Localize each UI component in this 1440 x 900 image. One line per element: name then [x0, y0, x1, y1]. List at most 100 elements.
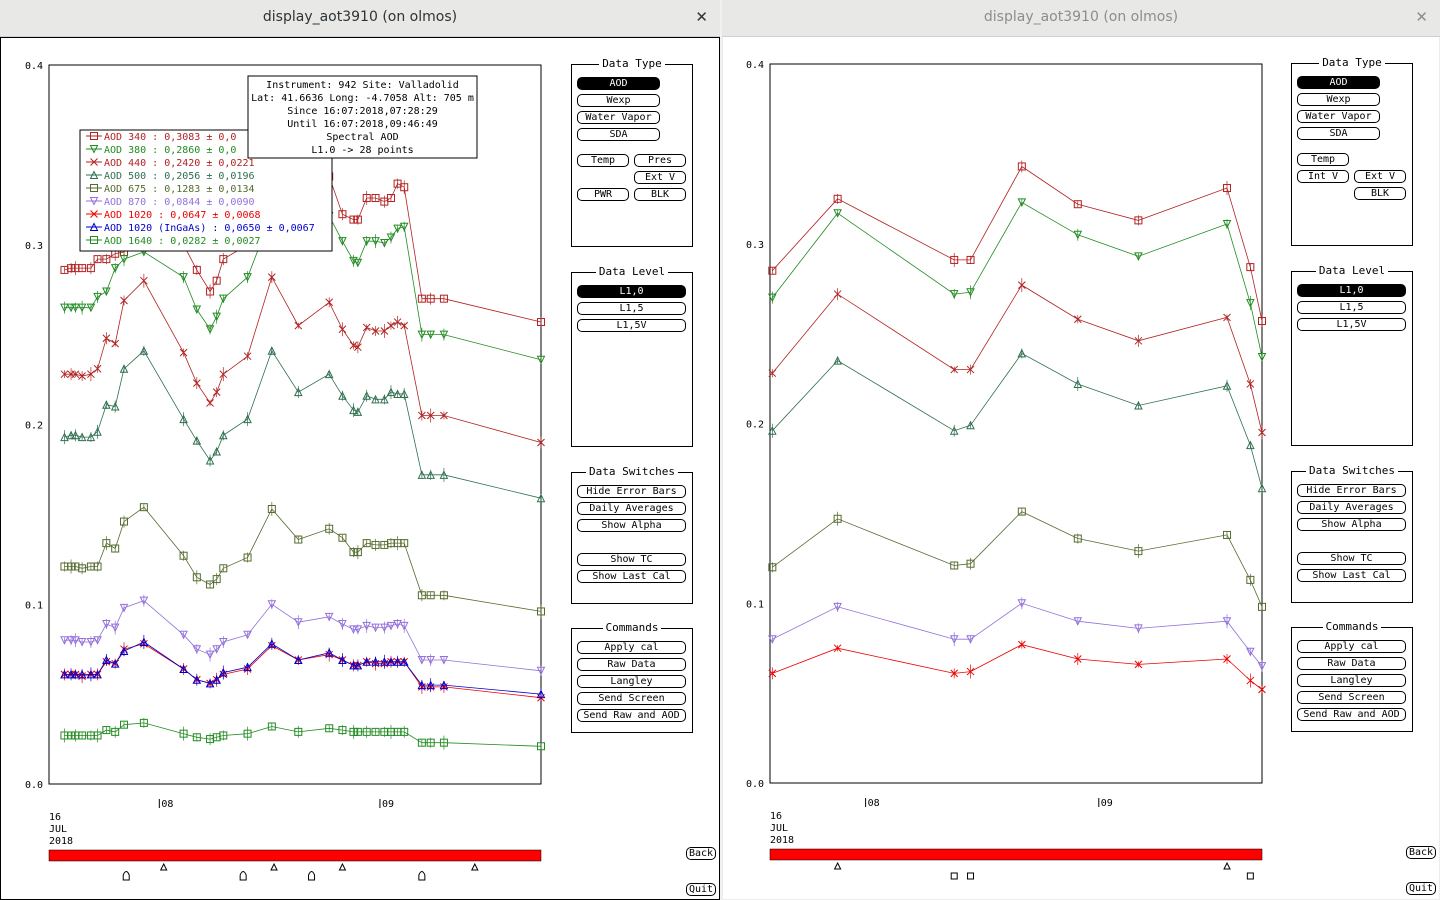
- data-point: [205, 650, 215, 660]
- data-point: [386, 194, 395, 203]
- show-last-cal-button[interactable]: Show Last Cal: [1297, 569, 1406, 582]
- data-point: [139, 503, 148, 512]
- langley-button[interactable]: Langley: [577, 675, 686, 688]
- data-point: [966, 255, 975, 264]
- data-point: [1073, 617, 1083, 626]
- show-last-cal-button[interactable]: Show Last Cal: [577, 570, 686, 583]
- data-point: [537, 607, 545, 616]
- window-title: display_aot3910 (on olmos): [983, 9, 1179, 25]
- send-raw-and-aod-button[interactable]: Send Raw and AOD: [577, 709, 686, 722]
- apply-cal-button[interactable]: Apply cal: [1297, 640, 1406, 653]
- sda-button[interactable]: SDA: [1297, 127, 1380, 140]
- data-point: [192, 265, 201, 274]
- back-button[interactable]: Back: [686, 847, 716, 860]
- data-point: [399, 621, 409, 631]
- data-point: [439, 680, 449, 690]
- data-point: [417, 680, 427, 690]
- data-point: [192, 379, 201, 388]
- langley-button[interactable]: Langley: [1297, 674, 1406, 687]
- temp-button[interactable]: Temp: [1297, 153, 1349, 166]
- send-screen-button[interactable]: Send Screen: [1297, 691, 1406, 704]
- series-aod-500: [60, 345, 546, 503]
- series-aod-440: [768, 278, 1266, 440]
- show-tc-button[interactable]: Show TC: [577, 553, 686, 566]
- data-point: [60, 636, 69, 645]
- daily-averages-button[interactable]: Daily Averages: [1297, 501, 1406, 514]
- data-point: [1134, 252, 1143, 261]
- pres-button[interactable]: Pres: [634, 154, 686, 167]
- show-tc-button[interactable]: Show TC: [1297, 552, 1406, 565]
- daily-averages-button[interactable]: Daily Averages: [577, 502, 686, 515]
- int-v-button[interactable]: Int V: [1297, 170, 1349, 183]
- close-icon[interactable]: ✕: [695, 8, 708, 26]
- wexp-button[interactable]: Wexp: [577, 94, 660, 107]
- back-button[interactable]: Back: [1406, 846, 1436, 859]
- data-point: [86, 637, 96, 647]
- data-point: [267, 273, 276, 281]
- titlebar[interactable]: display_aot3910 (on olmos) ✕: [722, 0, 1440, 37]
- data-point: [219, 255, 228, 264]
- pwr-button[interactable]: PWR: [577, 188, 629, 201]
- data-point: [93, 562, 102, 571]
- data-point: [439, 591, 448, 600]
- data-point: [833, 290, 842, 298]
- hide-error-bars-button[interactable]: Hide Error Bars: [577, 485, 686, 498]
- ext-v-button[interactable]: Ext V: [634, 171, 686, 184]
- data-point: [139, 637, 149, 646]
- data-point: [393, 224, 402, 234]
- x-tick-label: 08: [868, 798, 880, 809]
- close-icon[interactable]: ✕: [1415, 8, 1428, 26]
- data-point: [371, 657, 380, 666]
- data-point: [399, 657, 409, 666]
- hide-error-bars-button[interactable]: Hide Error Bars: [1297, 484, 1406, 497]
- level-l10-button[interactable]: L1,0: [1297, 284, 1406, 297]
- wexp-button[interactable]: Wexp: [1297, 93, 1380, 106]
- level-l15v-button[interactable]: L1,5V: [1297, 318, 1406, 331]
- data-point: [1223, 655, 1231, 663]
- data-point: [111, 727, 120, 736]
- aod-button[interactable]: AOD: [1297, 76, 1380, 89]
- sda-button[interactable]: SDA: [577, 128, 660, 141]
- water-vapor-button[interactable]: Water Vapor: [1297, 110, 1380, 123]
- data-point: [243, 729, 252, 738]
- level-l15v-button[interactable]: L1,5V: [577, 319, 686, 332]
- data-point: [426, 294, 435, 303]
- send-screen-button[interactable]: Send Screen: [577, 692, 686, 705]
- data-point: [267, 504, 276, 513]
- blk-button[interactable]: BLK: [634, 188, 686, 201]
- data-point: [349, 405, 358, 415]
- timeline-marker: [1246, 872, 1254, 880]
- timeline-marker: [471, 862, 479, 871]
- series-line: [772, 644, 1263, 690]
- data-point: [1246, 647, 1255, 657]
- data-point: [119, 603, 129, 613]
- send-raw-and-aod-button[interactable]: Send Raw and AOD: [1297, 708, 1406, 721]
- quit-button[interactable]: Quit: [686, 883, 716, 896]
- data-point: [205, 325, 215, 334]
- aod-button[interactable]: AOD: [577, 77, 660, 90]
- level-l15-button[interactable]: L1,5: [1297, 301, 1406, 314]
- ext-v-button[interactable]: Ext V: [1354, 170, 1406, 183]
- data-point: [1073, 200, 1082, 209]
- quit-button[interactable]: Quit: [1406, 882, 1436, 895]
- blk-button[interactable]: BLK: [1354, 187, 1406, 200]
- show-alpha-button[interactable]: Show Alpha: [1297, 518, 1406, 531]
- apply-cal-button[interactable]: Apply cal: [577, 641, 686, 654]
- raw-data-button[interactable]: Raw Data: [1297, 657, 1406, 670]
- date-label: 16: [49, 812, 61, 823]
- data-point: [338, 237, 347, 246]
- data-point: [86, 264, 95, 273]
- data-point: [417, 738, 426, 747]
- level-l15-button[interactable]: L1,5: [577, 302, 686, 315]
- data-point: [243, 352, 252, 361]
- temp-button[interactable]: Temp: [577, 154, 629, 167]
- data-point: [417, 591, 426, 600]
- data-point: [111, 339, 120, 348]
- level-l10-button[interactable]: L1,0: [577, 285, 686, 298]
- data-point: [102, 655, 111, 664]
- show-alpha-button[interactable]: Show Alpha: [577, 519, 686, 532]
- raw-data-button[interactable]: Raw Data: [577, 658, 686, 671]
- water-vapor-button[interactable]: Water Vapor: [577, 111, 660, 124]
- titlebar[interactable]: display_aot3910 (on olmos) ✕: [0, 0, 720, 37]
- data-point: [77, 669, 87, 679]
